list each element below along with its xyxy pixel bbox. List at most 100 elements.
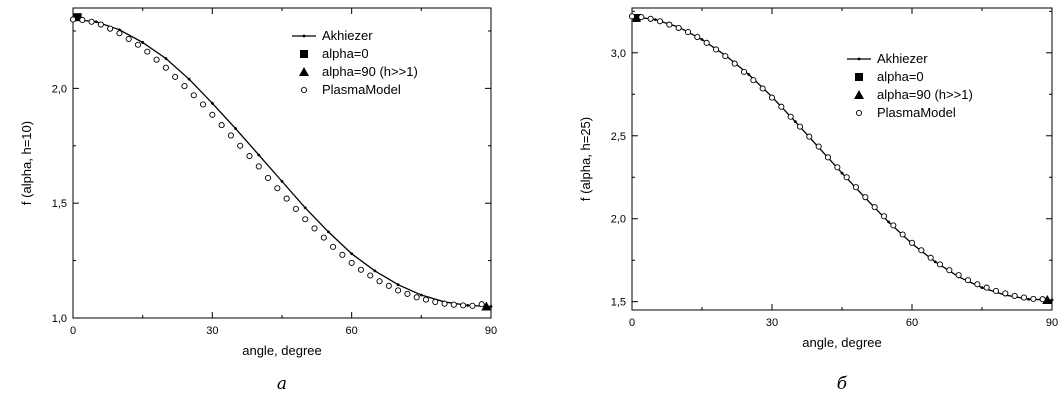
plasma-point [190,92,197,99]
y-tick-label: 2,5 [611,131,626,143]
plasma-point [647,15,654,22]
plasma-point [787,113,794,120]
plasma-point [162,64,169,71]
plasma-point [666,21,673,28]
akhiezer-line [631,15,1053,301]
akhiezer-point [466,303,470,307]
plasma-point [172,73,179,80]
plasma-point [404,290,411,297]
akhiezer-point [700,38,704,41]
x-tick-label: 60 [906,317,918,329]
akhiezer-point [1027,297,1031,301]
akhiezer-point [257,153,261,157]
legend-swatch-marker [855,109,863,117]
plot-frame [631,7,1053,311]
plasma-point [339,251,346,258]
plasma-point [302,216,309,223]
legend-swatch-marker [300,86,308,94]
x-axis-label: angle, degree [802,335,882,350]
akhiezer-point [747,72,751,76]
plasma-point [656,18,664,25]
plasma-point [703,39,710,46]
plasma-point [890,222,897,229]
plasma-point [964,277,972,284]
plasma-point [330,243,337,250]
akhiezer-point [840,171,844,175]
plasma-point [684,29,692,36]
plasma-point [992,287,1000,294]
akhiezer-point [280,179,284,183]
plasma-point [852,184,860,191]
plasma-point [218,122,225,129]
series-alpha-90-h-1 [1042,295,1053,305]
plasma-point [246,153,253,160]
alpha0-point [73,13,82,22]
plasma-point [255,163,262,170]
plasma-point [1030,295,1037,302]
plasma-point [432,298,439,305]
plasma-point [908,239,916,246]
plasma-point [97,21,104,28]
plasma-point [311,225,318,232]
plasma-point [731,60,738,67]
plasma-point [237,142,244,149]
plasma-point [376,278,383,285]
plasma-point [946,267,953,274]
plasma-point [460,302,467,309]
plasma-point [768,94,776,101]
plasma-point [843,174,850,181]
legend: Akhiezer alpha=0 alpha=90 (h>>1) PlasmaMode… [847,51,973,120]
panel-label: б [837,374,848,394]
akhiezer-point [210,101,214,105]
plasma-point [283,195,290,202]
plasma-point [1020,294,1028,301]
x-tick-label: 90 [1046,317,1058,329]
legend: Akhiezer alpha=0 alpha=90 (h>>1) PlasmaMode… [292,28,418,97]
plasma-point [422,296,430,303]
plasma-point [69,16,77,23]
legend-entry: PlasmaModel [877,105,956,120]
series-akhiezer [71,18,493,308]
plasma-point [871,204,878,211]
plasma-point [927,254,934,261]
plasma-point [125,35,132,43]
series-akhiezer [630,14,1054,302]
plasma-point [740,68,748,75]
akhiezer-point [164,57,168,60]
y-tick-label: 1,0 [52,313,67,325]
plasma-point [134,41,142,48]
plasma-point [899,231,906,238]
plasma-point [227,132,234,139]
plasma-point [199,101,207,108]
x-tick-label: 30 [206,325,218,337]
legend-entry: alpha=90 (h>>1) [322,64,418,79]
series-plasmamodel [69,16,485,309]
plasma-point [153,56,160,63]
series-alpha-90-h-1 [481,301,492,311]
y-axis-label: f (alpha, h=25) [578,117,593,201]
akhiezer-line [72,18,492,308]
plasma-point [320,234,327,241]
akhiezer-point [187,77,191,81]
plasma-point [357,266,365,273]
plasma-point [367,272,374,279]
akhiezer-point [933,260,937,264]
legend-swatch-marker [299,67,309,76]
chart-panel-b: 0 30 60 90 1,5 2,0 2,5 3,0 angle, degree f (alpha… [578,7,1058,394]
plasma-point [824,154,832,161]
akhiezer-point [327,230,330,234]
plasma-point [274,185,281,192]
legend-entry: Akhiezer [877,51,928,66]
plasma-point [750,77,757,84]
plasma-point [796,123,804,130]
plasma-point [292,205,299,212]
plasma-point [1039,296,1046,303]
y-tick-label: 3,0 [611,48,626,60]
plasma-point [628,13,636,20]
plasma-point [348,259,355,266]
plasma-point [918,247,925,254]
legend-entry: alpha=0 [877,69,924,84]
plasma-point [834,164,841,171]
akhiezer-point [303,206,307,210]
plasma-point [88,18,95,25]
